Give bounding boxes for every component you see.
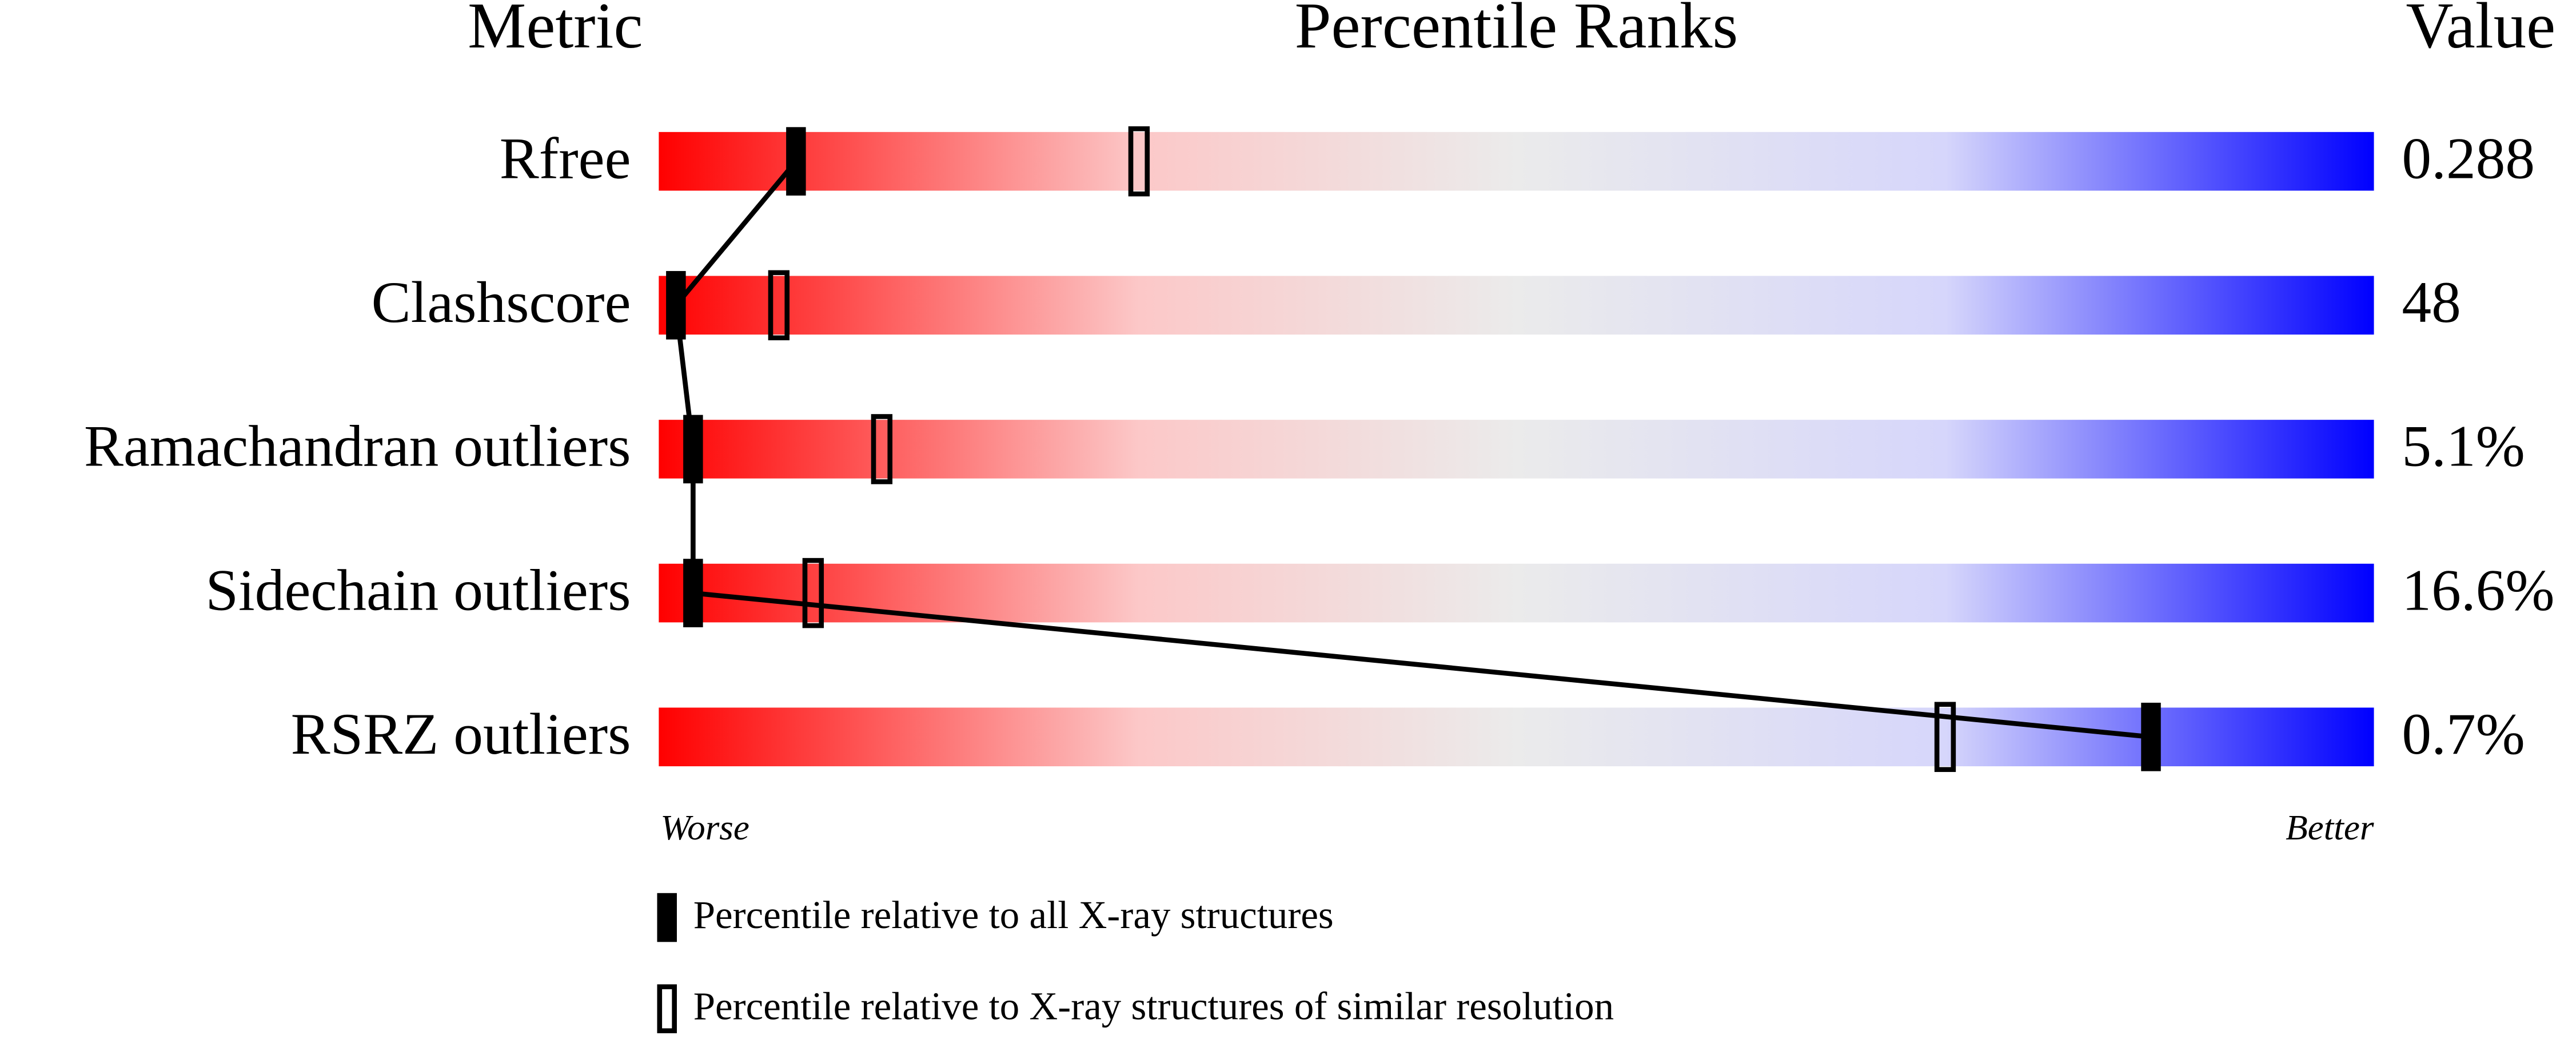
metric-label: Sidechain outliers <box>205 558 631 623</box>
marker-filled <box>683 415 703 484</box>
legend-label: Percentile relative to X-ray structures … <box>693 985 1614 1028</box>
marker-filled <box>2141 702 2161 771</box>
metric-value: 48 <box>2402 270 2461 335</box>
legend-label: Percentile relative to all X-ray structu… <box>693 893 1334 937</box>
metric-label: RSRZ outliers <box>291 702 631 767</box>
metric-value: 0.288 <box>2402 126 2535 192</box>
marker-filled <box>666 270 686 340</box>
slider-bar <box>659 563 2374 623</box>
metric-label: Rfree <box>500 126 631 192</box>
metric-value: 5.1% <box>2402 414 2525 479</box>
slider-bar <box>659 707 2374 767</box>
legend-swatch <box>657 893 677 942</box>
marker-open <box>768 270 790 341</box>
marker-filled <box>683 559 703 627</box>
metric-value: 16.6% <box>2402 558 2554 623</box>
marker-filled <box>786 127 806 196</box>
metric-label: Ramachandran outliers <box>84 414 631 479</box>
slider-bar <box>659 276 2374 335</box>
metric-header: Metric <box>468 0 643 62</box>
slider-bar <box>659 132 2374 191</box>
metric-label: Clashscore <box>372 270 631 335</box>
low-label: Worse <box>660 807 749 847</box>
marker-open <box>802 558 824 628</box>
chart-title: Percentile Ranks <box>1295 0 1738 62</box>
marker-open <box>871 414 893 484</box>
marker-open <box>1128 126 1150 197</box>
legend-swatch <box>657 984 677 1033</box>
high-label: Better <box>2286 807 2374 847</box>
value-header: Value <box>2406 0 2555 62</box>
marker-open <box>1934 702 1956 773</box>
metric-value: 0.7% <box>2402 702 2525 767</box>
slider-bar <box>659 420 2374 479</box>
